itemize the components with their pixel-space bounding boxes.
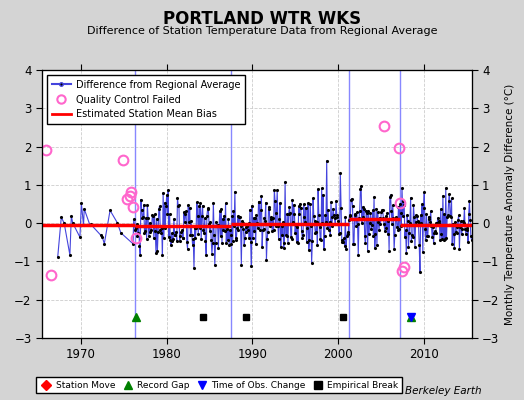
Legend: Station Move, Record Gap, Time of Obs. Change, Empirical Break: Station Move, Record Gap, Time of Obs. C… xyxy=(36,377,402,394)
Text: PORTLAND WTR WKS: PORTLAND WTR WKS xyxy=(163,10,361,28)
Text: Berkeley Earth: Berkeley Earth xyxy=(406,386,482,396)
Y-axis label: Monthly Temperature Anomaly Difference (°C): Monthly Temperature Anomaly Difference (… xyxy=(505,83,515,325)
Text: Difference of Station Temperature Data from Regional Average: Difference of Station Temperature Data f… xyxy=(87,26,437,36)
Legend: Difference from Regional Average, Quality Control Failed, Estimated Station Mean: Difference from Regional Average, Qualit… xyxy=(47,75,245,124)
